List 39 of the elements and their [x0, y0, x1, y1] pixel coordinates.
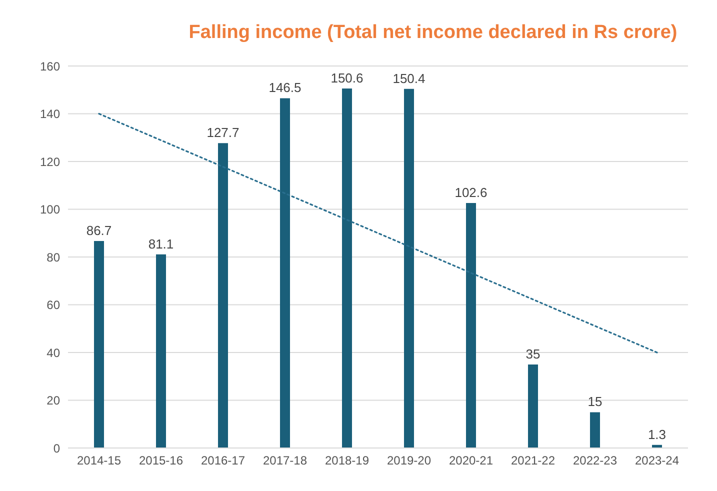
bar — [342, 88, 352, 448]
y-tick-label: 60 — [46, 298, 60, 312]
bar — [528, 364, 538, 448]
data-label: 86.7 — [86, 223, 112, 238]
data-label: 150.6 — [330, 70, 364, 86]
x-tick-label: 2019-20 — [386, 454, 432, 468]
x-tick-label: 2017-18 — [262, 454, 308, 468]
data-label: 15 — [588, 394, 602, 410]
x-tick-label: 2016-17 — [200, 454, 246, 468]
bar — [590, 412, 600, 448]
y-tick-label: 0 — [53, 441, 60, 456]
y-tick-label: 80 — [46, 250, 60, 264]
bar — [404, 88, 414, 448]
x-tick-label: 2014-15 — [76, 454, 122, 468]
data-label: 127.7 — [206, 125, 240, 140]
y-tick-label: 140 — [40, 107, 60, 122]
x-tick-label: 2022-23 — [572, 454, 618, 468]
data-label: 102.6 — [454, 185, 488, 200]
bar — [156, 254, 166, 448]
x-tick-label: 2021-22 — [510, 454, 556, 468]
bar — [218, 143, 228, 448]
data-label: 146.5 — [268, 80, 302, 96]
data-label: 81.1 — [148, 236, 174, 252]
chart-title: Falling income (Total net income declared in Rs crore) — [188, 22, 678, 44]
x-tick-label: 2015-16 — [138, 454, 184, 468]
y-tick-label: 100 — [40, 202, 60, 217]
bar — [280, 98, 290, 448]
y-tick-label: 120 — [40, 154, 60, 169]
bar — [94, 241, 104, 448]
x-tick-label: 2023-24 — [634, 454, 680, 468]
y-tick-label: 40 — [46, 346, 60, 360]
x-tick-label: 2020-21 — [448, 454, 494, 468]
x-tick-label: 2018-19 — [324, 454, 370, 468]
bar — [466, 203, 476, 448]
y-tick-label: 20 — [46, 394, 60, 408]
data-label: 150.4 — [392, 70, 426, 86]
data-label: 35 — [526, 346, 540, 362]
data-label: 1.3 — [648, 426, 666, 442]
y-tick-label: 160 — [40, 59, 60, 74]
